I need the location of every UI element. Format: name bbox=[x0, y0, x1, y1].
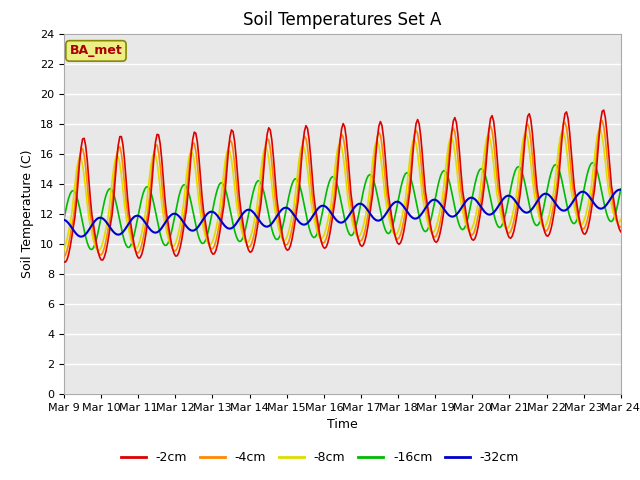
Text: BA_met: BA_met bbox=[70, 44, 122, 58]
Title: Soil Temperatures Set A: Soil Temperatures Set A bbox=[243, 11, 442, 29]
Y-axis label: Soil Temperature (C): Soil Temperature (C) bbox=[22, 149, 35, 278]
X-axis label: Time: Time bbox=[327, 418, 358, 431]
Legend: -2cm, -4cm, -8cm, -16cm, -32cm: -2cm, -4cm, -8cm, -16cm, -32cm bbox=[116, 446, 524, 469]
